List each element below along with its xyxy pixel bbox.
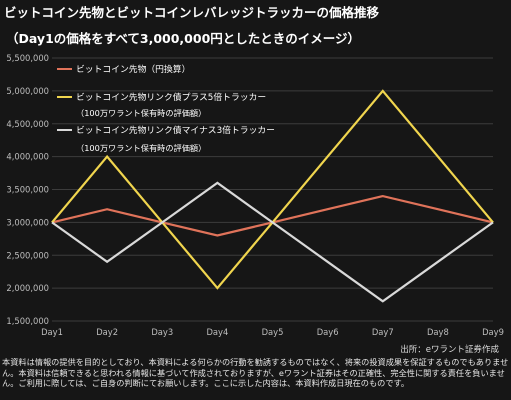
x-tick-label: Day3	[151, 327, 173, 337]
legend-label: ビットコイン先物リンク債プラス5倍トラッカー	[76, 91, 266, 103]
x-tick-label: Day1	[41, 327, 63, 337]
series-line-1	[51, 194, 494, 237]
disclaimer: 本資料は情報の提供を目的としており、本資料による何らかの行動を勧誘するものではな…	[2, 357, 509, 389]
y-tick-label: 2,000,000	[6, 283, 49, 293]
x-tick-label: Day9	[482, 327, 504, 337]
x-tick-label: Day7	[372, 327, 394, 337]
y-tick-label: 3,500,000	[6, 185, 49, 195]
y-tick-label: 5,500,000	[6, 53, 49, 63]
source-note: 出所：eワラント証券作成	[400, 345, 499, 355]
y-tick-label: 4,000,000	[6, 152, 49, 162]
y-tick-label: 4,500,000	[6, 119, 49, 129]
y-tick-label: 2,500,000	[6, 250, 49, 260]
x-tick-label: Day6	[317, 327, 339, 337]
y-tick-label: 5,000,000	[6, 86, 49, 96]
x-tick-label: Day4	[206, 327, 228, 337]
x-tick-label: Day2	[96, 327, 118, 337]
legend-sublabel: （100万ワラント保有時の評価額）	[76, 143, 206, 153]
series-line-3	[51, 181, 494, 303]
legend-label: ビットコイン先物（円換算）	[76, 63, 190, 75]
chart-title: ビットコイン先物とビットコインレバレッジトラッカーの価格推移	[4, 5, 380, 20]
chart-subtitle: （Day1の価格をすべて3,000,000円としたときのイメージ）	[6, 31, 361, 46]
x-tick-label: Day8	[427, 327, 449, 337]
legend-sublabel: （100万ワラント保有時の評価額）	[76, 108, 206, 118]
legend-label: ビットコイン先物リンク債マイナス3倍トラッカー	[76, 124, 275, 136]
y-tick-label: 3,000,000	[6, 217, 49, 227]
x-tick-label: Day5	[262, 327, 284, 337]
y-tick-label: 1,500,000	[6, 316, 49, 326]
